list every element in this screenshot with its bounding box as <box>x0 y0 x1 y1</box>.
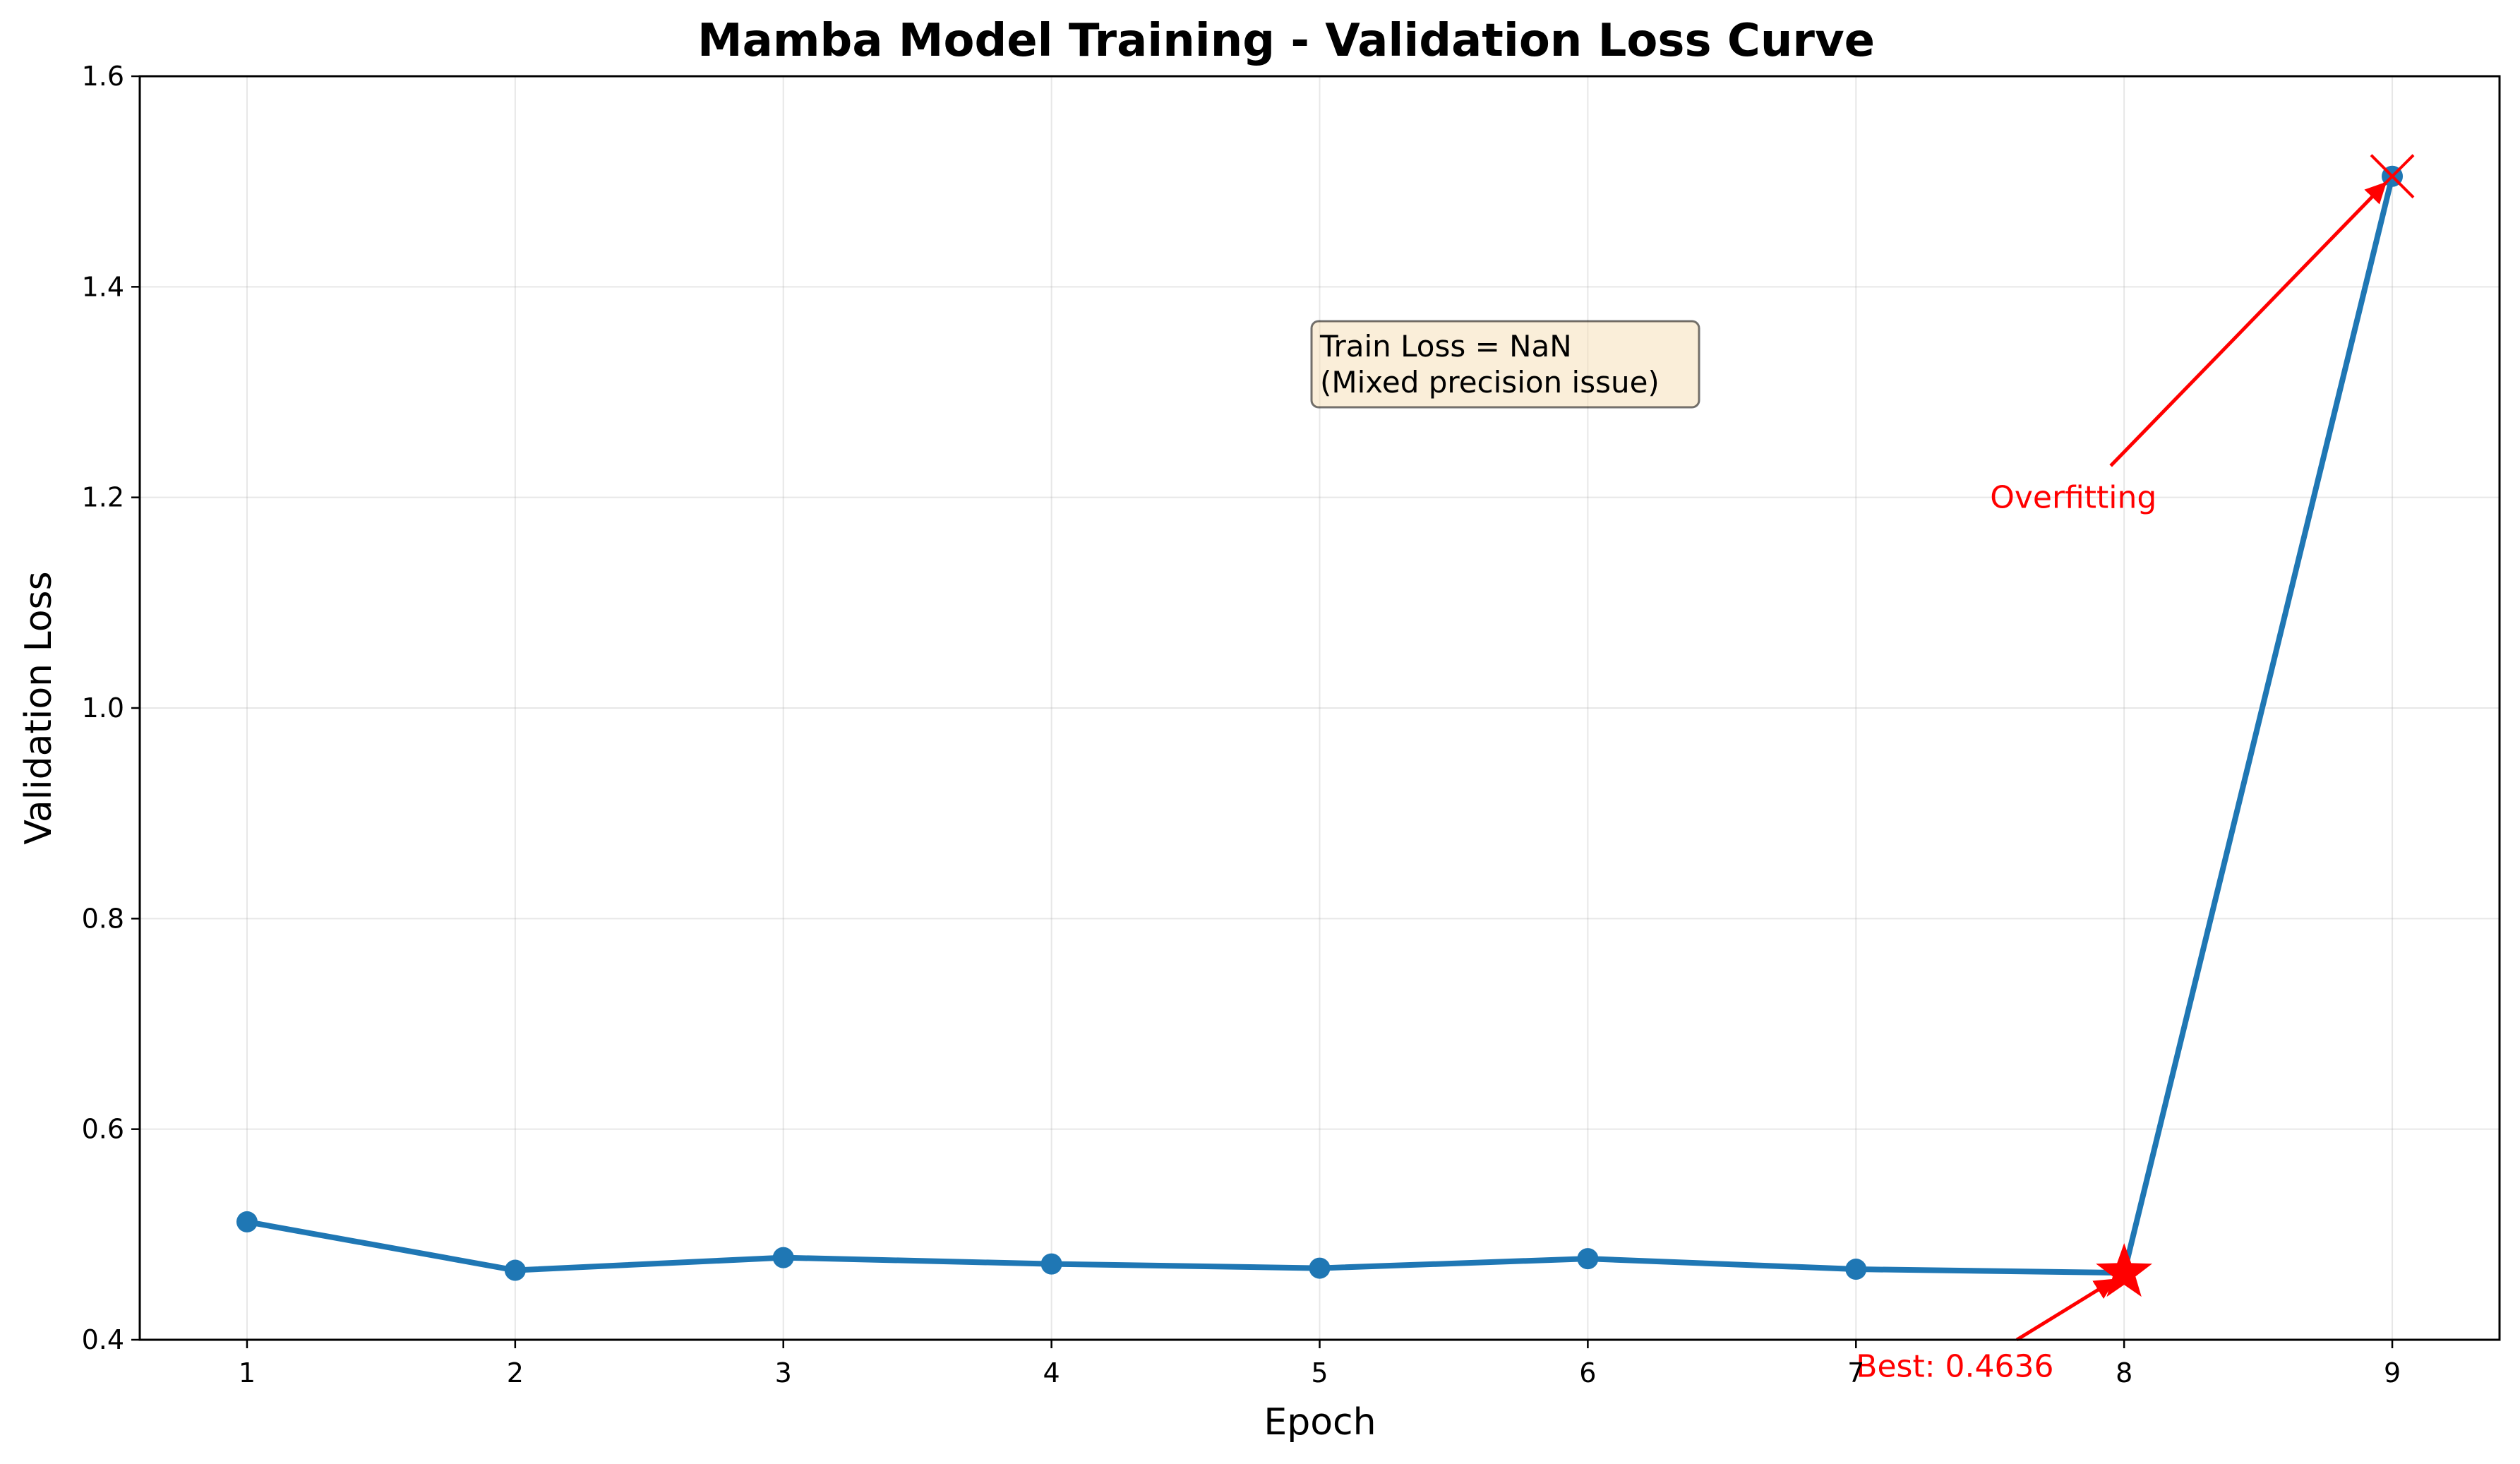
x-tick-label: 9 <box>2384 1357 2401 1388</box>
y-tick-label: 0.4 <box>82 1324 124 1355</box>
overfitting-annotation: Overfitting <box>1990 480 2156 516</box>
y-tick-label: 1.6 <box>82 61 124 92</box>
y-tick-label: 1.2 <box>82 482 124 513</box>
grid-lines <box>140 76 2500 1340</box>
chart-title: Mamba Model Training - Validation Loss C… <box>697 15 1875 67</box>
y-tick-label: 1.4 <box>82 271 124 302</box>
data-point <box>1845 1259 1867 1280</box>
x-tick-label: 3 <box>775 1357 792 1388</box>
y-tick-label: 0.6 <box>82 1114 124 1145</box>
y-tick-label: 0.8 <box>82 903 124 934</box>
best-arrow <box>2015 1278 2116 1342</box>
data-point <box>1309 1257 1331 1279</box>
x-tick-label: 6 <box>1579 1357 1596 1388</box>
data-point <box>236 1211 258 1232</box>
data-point <box>772 1247 794 1268</box>
x-tick-label: 7 <box>1847 1357 1864 1388</box>
data-point <box>504 1259 526 1281</box>
best-annotation: Best: 0.4636 <box>1856 1348 2053 1384</box>
annotation-layer: Best: 0.4636 Overfitting Train Loss = NaN(… <box>1310 154 2415 1384</box>
x-axis-ticks: 1 2 3 4 5 6 7 8 9 <box>239 1340 2401 1388</box>
note-line-1: Train Loss = NaN <box>1319 329 1572 364</box>
y-tick-label: 1.0 <box>82 692 124 724</box>
best-star-marker <box>2096 1243 2153 1297</box>
x-tick-label: 5 <box>1311 1357 1328 1388</box>
y-axis-label: Validation Loss <box>18 571 60 844</box>
overfitting-arrow <box>2109 181 2387 467</box>
x-tick-label: 4 <box>1043 1357 1060 1388</box>
x-tick-label: 2 <box>507 1357 524 1388</box>
x-tick-label: 8 <box>2116 1357 2132 1388</box>
data-point <box>1040 1253 1062 1275</box>
x-axis-label: Epoch <box>1264 1401 1376 1444</box>
y-axis-ticks: 0.4 0.6 0.8 1.0 1.2 1.4 1.6 <box>82 61 140 1355</box>
x-tick-label: 1 <box>239 1357 256 1388</box>
note-box <box>1310 320 1700 409</box>
data-point <box>1577 1248 1599 1270</box>
note-line-2: (Mixed precision issue) <box>1320 365 1660 400</box>
